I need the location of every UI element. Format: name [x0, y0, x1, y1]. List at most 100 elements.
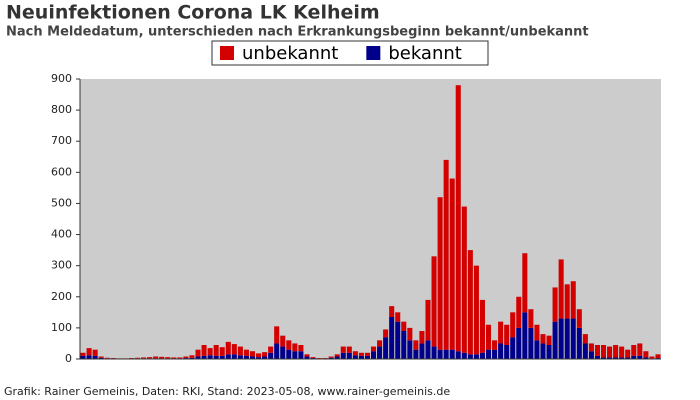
bar-segment	[473, 354, 479, 359]
chart-title: Neuinfektionen Corona LK Kelheim	[6, 2, 380, 24]
bar-segment	[588, 351, 594, 359]
bar-segment	[177, 357, 183, 359]
bar-segment	[419, 343, 425, 359]
legend-swatch	[366, 46, 381, 60]
bar-segment	[292, 343, 298, 352]
bar-segment	[371, 346, 377, 352]
bar-segment	[437, 349, 443, 359]
bar-segment	[516, 296, 522, 328]
bar-segment	[183, 356, 189, 359]
bar-segment	[316, 358, 322, 359]
bar-segment	[607, 357, 613, 359]
bar-segment	[498, 321, 504, 344]
bar-segment	[395, 312, 401, 322]
bar-segment	[201, 345, 207, 356]
bar-segment	[262, 356, 268, 359]
bar-segment	[383, 337, 389, 359]
bar-segment	[340, 346, 346, 353]
bar-segment	[334, 354, 340, 357]
bar-segment	[104, 357, 110, 359]
bar-segment	[346, 352, 352, 359]
bar-segment	[249, 351, 256, 357]
bar-segment	[540, 334, 546, 344]
bar-segment	[443, 159, 449, 350]
bar-segment	[298, 351, 304, 359]
bar-segment	[443, 349, 449, 359]
bar-segment	[619, 346, 625, 358]
bar-segment	[352, 351, 358, 356]
bar-segment	[304, 356, 310, 359]
bar-segment	[80, 352, 86, 356]
bar-segment	[371, 351, 377, 359]
bar-segment	[231, 344, 237, 355]
bar-segment	[207, 355, 213, 359]
bar-segment	[594, 355, 600, 359]
bar-segment	[262, 352, 268, 357]
bar-segment	[268, 346, 274, 353]
bar-segment	[425, 340, 431, 359]
y-tick-label: 800	[51, 103, 72, 116]
legend-label: bekannt	[388, 43, 462, 64]
bar-segment	[600, 357, 607, 359]
bar-segment	[407, 340, 413, 359]
bar-segment	[485, 349, 492, 359]
bar-segment	[207, 348, 213, 356]
plot-background	[80, 79, 661, 359]
bar-segment	[225, 354, 231, 359]
bar-segment	[558, 259, 564, 319]
chart-subtitle: Nach Meldedatum, unterschieden nach Erkr…	[6, 25, 589, 40]
bar-segment	[582, 343, 588, 359]
bar-segment	[643, 351, 649, 358]
bar-segment	[564, 318, 570, 359]
bar-segment	[364, 355, 370, 359]
bar-segment	[141, 357, 147, 359]
bar-segment	[213, 355, 219, 359]
bar-segment	[86, 348, 92, 356]
bar-segment	[492, 340, 498, 350]
bar-segment	[377, 340, 383, 347]
bar-segment	[625, 349, 631, 358]
bar-segment	[479, 299, 485, 353]
bar-segment	[92, 355, 98, 359]
bar-segment	[479, 352, 485, 359]
bar-segment	[352, 355, 358, 359]
bar-segment	[159, 356, 165, 359]
bar-segment	[268, 352, 274, 359]
bar-segment	[134, 357, 141, 359]
bar-segment	[558, 318, 564, 359]
bar-segment	[625, 357, 631, 359]
legend-label: unbekannt	[242, 43, 338, 64]
bar-segment	[286, 349, 292, 359]
bar-segment	[92, 349, 98, 356]
bar-segment	[631, 355, 637, 359]
bar-segment	[153, 356, 159, 359]
bar-segment	[383, 329, 389, 338]
bar-segment	[389, 317, 395, 359]
bar-segment	[492, 349, 498, 359]
bar-segment	[195, 356, 201, 359]
y-tick-label: 0	[65, 352, 72, 365]
bar-segment	[407, 327, 413, 341]
y-tick-label: 700	[51, 134, 72, 147]
bar-segment	[467, 250, 473, 355]
bar-segment	[594, 345, 600, 356]
bar-segment	[467, 354, 473, 359]
bar-segment	[455, 351, 461, 359]
bar-segment	[649, 356, 655, 359]
bar-segment	[582, 334, 588, 344]
bar-segment	[395, 321, 401, 359]
bar-segment	[80, 355, 86, 359]
bar-segment	[401, 321, 407, 331]
bar-segment	[510, 312, 516, 338]
bar-segment	[189, 357, 195, 359]
bar-segment	[522, 253, 528, 313]
bar-segment	[249, 356, 256, 359]
legend-box	[211, 40, 489, 66]
bar-segment	[473, 265, 479, 355]
bar-segment	[588, 343, 594, 352]
bar-segment	[425, 299, 431, 341]
bar-segment	[401, 331, 407, 359]
y-tick-label: 300	[51, 259, 72, 272]
bar-segment	[504, 345, 510, 359]
bar-segment	[340, 352, 346, 359]
